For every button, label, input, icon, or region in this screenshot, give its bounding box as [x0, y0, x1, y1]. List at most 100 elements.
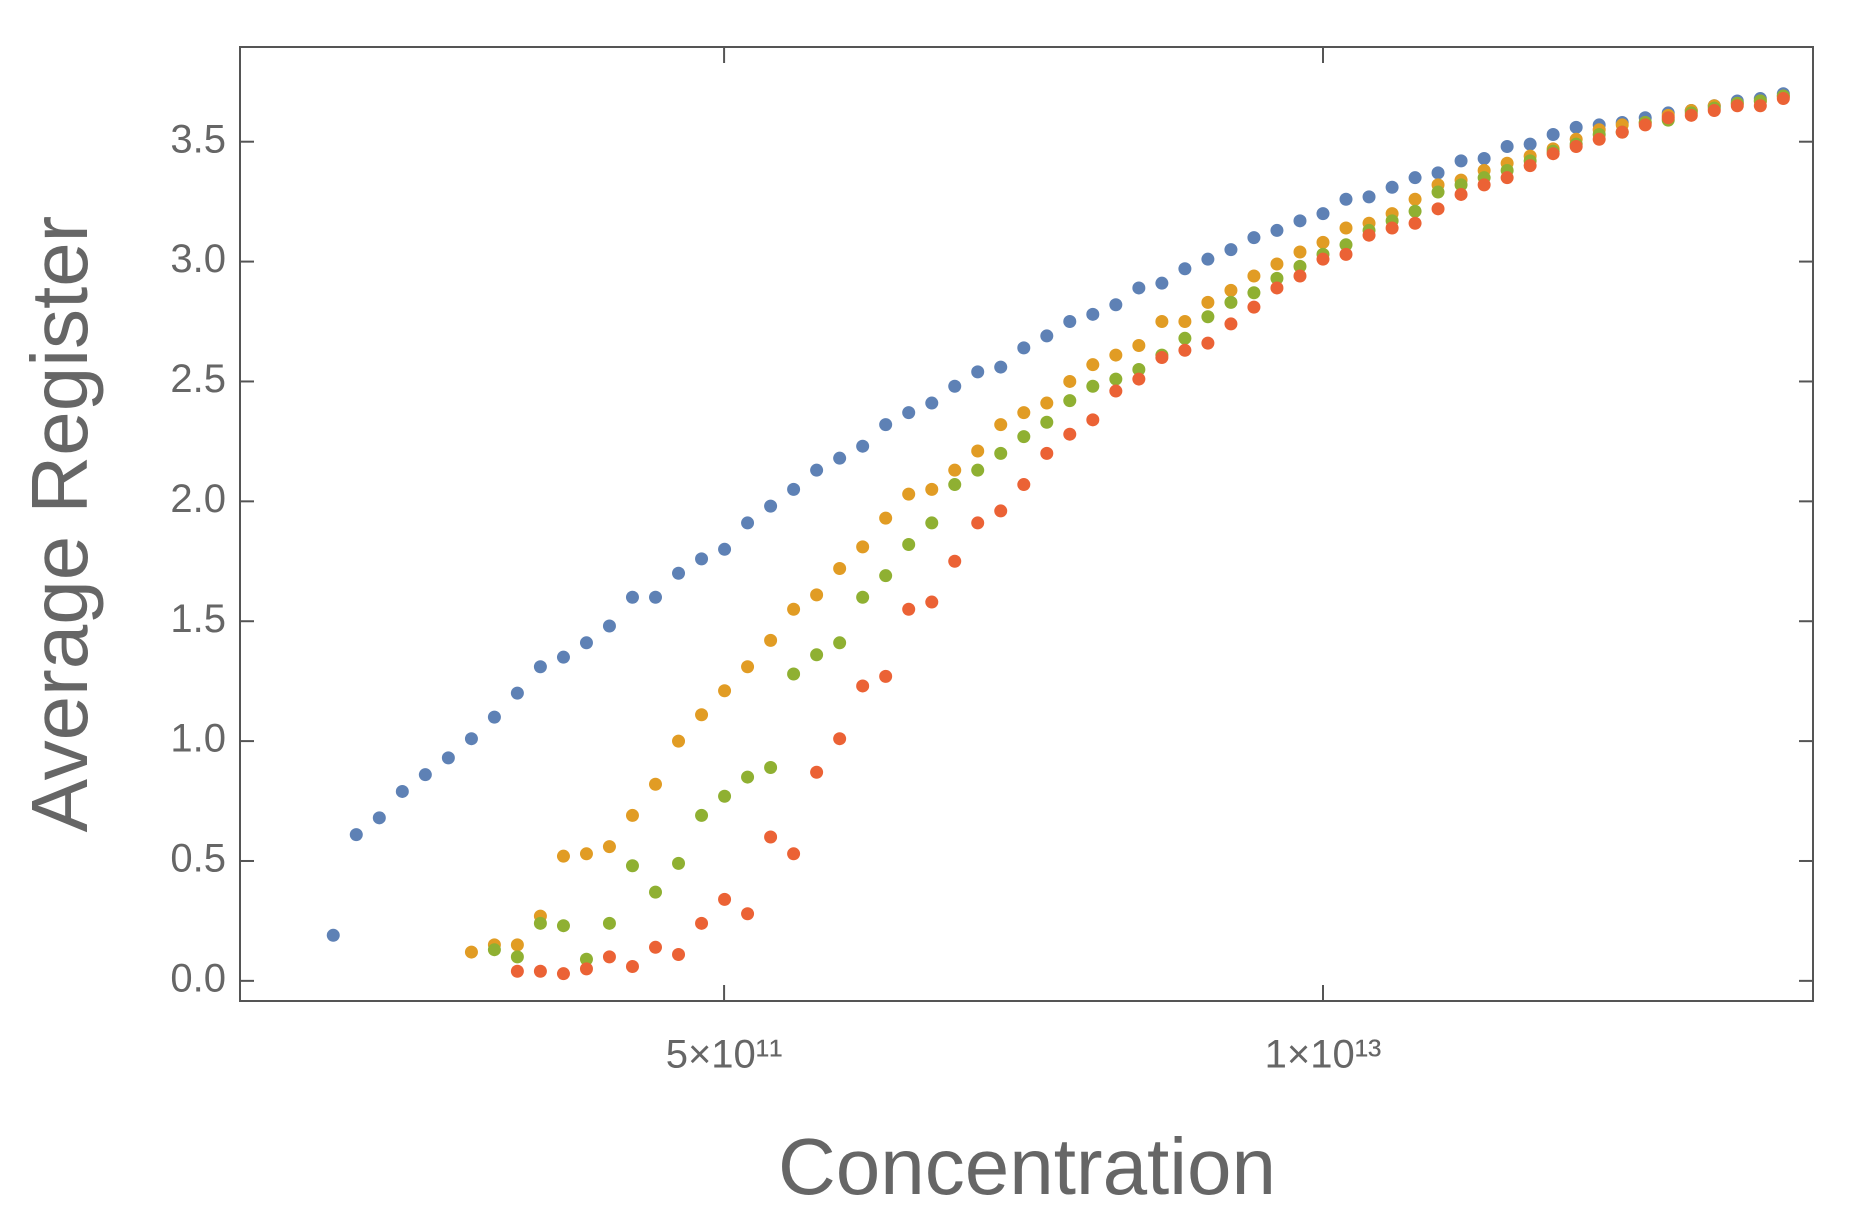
data-point — [1132, 281, 1146, 295]
data-point — [856, 590, 870, 604]
data-point — [1316, 207, 1330, 221]
data-point — [994, 504, 1008, 518]
data-point — [1408, 171, 1422, 185]
data-point — [1776, 92, 1790, 106]
data-point — [556, 650, 570, 664]
data-point — [625, 590, 639, 604]
data-point — [994, 446, 1008, 460]
data-point — [1454, 178, 1468, 192]
data-point — [1293, 245, 1307, 259]
data-point — [1385, 221, 1399, 235]
data-point — [510, 950, 524, 964]
data-point — [1086, 413, 1100, 427]
data-point — [1408, 216, 1422, 230]
data-point — [1339, 247, 1353, 261]
data-point — [1546, 147, 1560, 161]
data-point — [1592, 132, 1606, 146]
y-tick-label: 2.0 — [170, 477, 226, 521]
data-point — [1247, 300, 1261, 314]
data-point — [764, 499, 778, 513]
data-point — [1316, 252, 1330, 266]
data-point — [672, 734, 686, 748]
data-point — [1339, 221, 1353, 235]
data-point — [1017, 406, 1031, 420]
data-point — [741, 907, 755, 921]
data-point — [1730, 99, 1744, 113]
data-point — [1040, 329, 1054, 343]
data-point — [1063, 394, 1077, 408]
data-point — [1063, 427, 1077, 441]
data-point — [1638, 118, 1652, 132]
data-point — [1546, 128, 1560, 142]
data-point — [510, 964, 524, 978]
data-point — [1178, 262, 1192, 276]
data-point — [1201, 310, 1215, 324]
data-point — [1017, 430, 1031, 444]
data-point — [741, 516, 755, 530]
data-point — [764, 760, 778, 774]
y-axis-label: Average Register — [15, 216, 104, 833]
data-point — [533, 916, 547, 930]
data-point — [672, 856, 686, 870]
data-point — [833, 636, 847, 650]
data-point — [1362, 228, 1376, 242]
data-point — [1040, 415, 1054, 429]
data-point — [833, 732, 847, 746]
data-point — [787, 847, 801, 861]
y-tick-label: 0.5 — [170, 837, 226, 881]
data-point — [625, 859, 639, 873]
data-point — [994, 418, 1008, 432]
data-point — [764, 633, 778, 647]
data-point — [1109, 384, 1123, 398]
data-point — [1431, 185, 1445, 199]
data-point — [856, 540, 870, 554]
data-point — [833, 451, 847, 465]
data-point — [487, 710, 501, 724]
data-point — [1017, 478, 1031, 492]
data-point — [787, 667, 801, 681]
y-tick-label: 1.5 — [170, 597, 226, 641]
data-point — [718, 892, 732, 906]
data-point — [1201, 295, 1215, 309]
data-point — [625, 808, 639, 822]
data-point — [1408, 192, 1422, 206]
data-point — [602, 840, 616, 854]
data-point — [879, 511, 893, 525]
data-point — [1454, 154, 1468, 168]
data-point — [1017, 341, 1031, 355]
y-tick-label: 0.0 — [170, 956, 226, 1000]
data-point — [395, 784, 409, 798]
data-point — [1178, 331, 1192, 345]
data-point — [556, 967, 570, 981]
data-point — [1109, 298, 1123, 312]
data-point — [833, 561, 847, 575]
data-point — [672, 566, 686, 580]
data-point — [787, 602, 801, 616]
data-point — [579, 636, 593, 650]
data-point — [1753, 99, 1767, 113]
data-point — [602, 916, 616, 930]
data-point — [1431, 166, 1445, 180]
data-point — [810, 588, 824, 602]
plot-frame — [239, 46, 1814, 1002]
y-tick-label: 3.5 — [170, 117, 226, 161]
data-point — [925, 516, 939, 530]
data-point — [487, 943, 501, 957]
data-point — [1339, 192, 1353, 206]
data-point — [1569, 139, 1583, 153]
data-point — [810, 648, 824, 662]
data-point — [1063, 315, 1077, 329]
data-point — [695, 708, 709, 722]
data-point — [1224, 243, 1238, 257]
data-point — [902, 487, 916, 501]
data-point — [741, 660, 755, 674]
data-point — [648, 940, 662, 954]
data-point — [1155, 276, 1169, 290]
data-point — [902, 537, 916, 551]
data-point — [1270, 223, 1284, 237]
data-point — [764, 830, 778, 844]
data-point — [533, 660, 547, 674]
data-point — [464, 732, 478, 746]
data-point — [1178, 315, 1192, 329]
data-point — [533, 964, 547, 978]
